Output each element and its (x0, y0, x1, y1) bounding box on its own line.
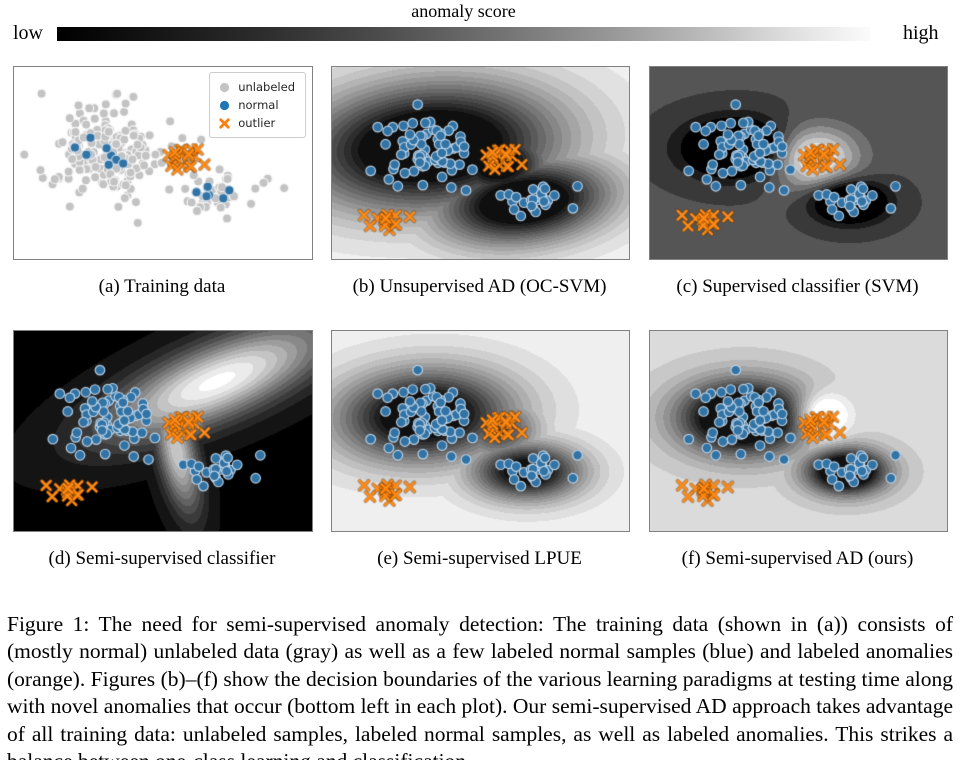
panel-b-plot (331, 66, 630, 260)
outlier-x-icon (219, 117, 230, 129)
panel-a: unlabeled normal outlier (a) Training data (13, 66, 313, 298)
panel-f-caption: (f) Semi-supervised AD (ours) (681, 548, 914, 569)
unlabeled-dot-icon (220, 82, 230, 92)
panel-d: (d) Semi-supervised classifier (13, 330, 313, 570)
panel-f-plot (649, 330, 948, 532)
colorbar-gradient (57, 27, 870, 41)
panel-a-caption: (a) Training data (98, 276, 226, 297)
panel-b-caption: (b) Unsupervised AD (OC-SVM) (352, 276, 607, 297)
figure-caption: Figure 1: The need for semi-supervised a… (7, 611, 953, 760)
panel-e: (e) Semi-supervised LPUE (331, 330, 630, 570)
legend-item-outlier: outlier (218, 114, 295, 132)
panel-e-plot (331, 330, 630, 532)
legend-label: unlabeled (238, 80, 295, 94)
panel-b: (b) Unsupervised AD (OC-SVM) (331, 66, 630, 298)
legend-item-normal: normal (218, 96, 295, 114)
normal-dot-icon (220, 100, 230, 110)
legend-label: outlier (238, 116, 276, 130)
panel-d-plot (13, 330, 313, 532)
legend-label: normal (238, 98, 279, 112)
legend-item-unlabeled: unlabeled (218, 78, 295, 96)
panel-c: (c) Supervised classifier (SVM) (649, 66, 948, 298)
panel-f: (f) Semi-supervised AD (ours) (649, 330, 948, 570)
colorbar-title: anomaly score (411, 1, 516, 21)
colorbar-low-label: low (13, 22, 43, 44)
panel-d-caption: (d) Semi-supervised classifier (48, 548, 276, 569)
panel-c-caption: (c) Supervised classifier (SVM) (676, 276, 919, 297)
plot-legend: unlabeled normal outlier (209, 72, 306, 138)
panel-c-plot (649, 66, 948, 260)
panel-e-caption: (e) Semi-supervised LPUE (377, 548, 582, 569)
colorbar-high-label: high (903, 22, 939, 44)
